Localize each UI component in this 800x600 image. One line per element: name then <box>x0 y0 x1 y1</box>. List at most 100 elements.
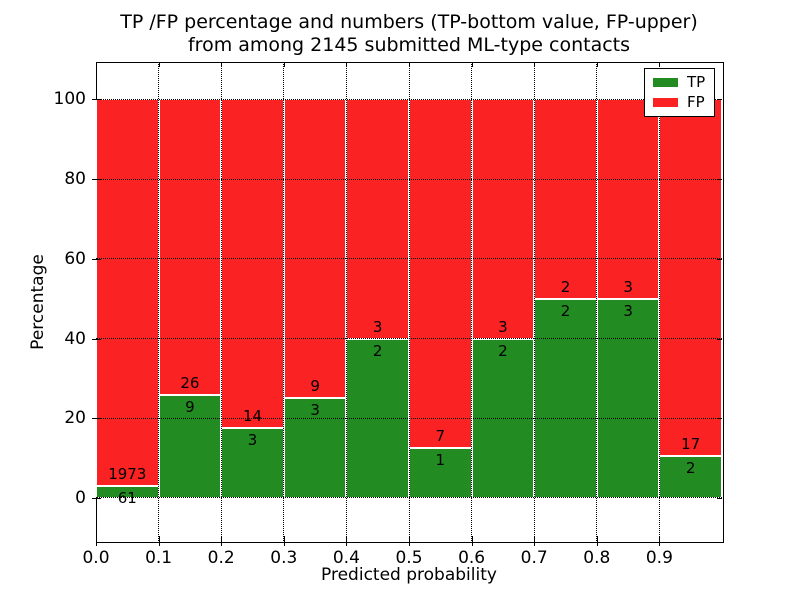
bar-count-label-tp: 9 <box>185 398 195 417</box>
x-tick-bottom <box>659 536 661 546</box>
bar-segment-tp <box>283 398 347 498</box>
gridline-x <box>471 62 473 541</box>
y-tick-right <box>717 338 722 340</box>
bar-count-label-fp: 17 <box>681 435 701 453</box>
x-axis-label: Predicted probability <box>321 565 497 585</box>
x-tick-bottom <box>346 536 348 546</box>
x-tick-top <box>534 62 536 67</box>
bar-segment-fp <box>283 99 347 399</box>
gridline-x <box>345 62 347 541</box>
bar-count-label-tp: 3 <box>623 301 633 320</box>
legend-label-fp: FP <box>687 93 705 111</box>
y-tick-right <box>717 258 722 260</box>
x-tick-label: 0.9 <box>645 548 673 568</box>
bar-count-label-fp: 3 <box>623 277 633 296</box>
bar-count-label-tp: 3 <box>247 430 258 449</box>
x-tick-label: 0.0 <box>82 548 110 568</box>
x-tick-top <box>96 62 97 67</box>
x-tick-bottom <box>596 536 598 546</box>
x-tick-label: 0.8 <box>583 548 611 568</box>
legend-swatch-fp <box>653 98 678 107</box>
bar-segment-fp <box>596 99 660 299</box>
legend-swatch-tp <box>653 78 678 87</box>
y-tick-left <box>92 99 101 101</box>
bar-count-label-fp: 3 <box>498 317 508 336</box>
x-tick-bottom <box>96 536 97 546</box>
bar-segment-tp <box>409 448 472 498</box>
x-tick-top <box>346 62 348 67</box>
gridline-y <box>96 417 722 419</box>
y-tick-label: 20 <box>64 408 86 429</box>
legend-box: TP FP <box>644 68 716 117</box>
bar-count-label-tp: 2 <box>560 301 571 320</box>
gridline-x <box>283 62 285 541</box>
bar-count-label-fp: 9 <box>310 377 320 396</box>
x-tick-top <box>471 62 473 67</box>
gridline-x <box>220 62 222 541</box>
gridline-y <box>96 338 722 340</box>
y-tick-label: 60 <box>64 248 86 269</box>
annotation-layer: 1973 61 26 9 14 3 9 3 3 2 7 1 3 2 2 2 3 3 17 2 0.0 0.1 0.2 0.3 0… <box>54 62 722 568</box>
x-tick-top <box>596 62 598 67</box>
gridline-y <box>96 258 722 260</box>
gridline-x <box>658 62 660 541</box>
bar-count-label-fp: 2 <box>560 277 571 296</box>
y-tick-left <box>92 258 101 260</box>
x-tick-top <box>409 62 410 67</box>
bar-segment-fp <box>471 99 535 339</box>
bar-count-label-tp: 3 <box>310 401 320 420</box>
x-tick-label: 0.1 <box>145 548 173 568</box>
gridline-y <box>96 178 722 180</box>
x-tick-label: 0.4 <box>332 548 360 568</box>
bar-count-label-fp: 1973 <box>108 465 147 483</box>
bar-segment-fp <box>221 99 284 428</box>
gridline-x <box>158 62 160 541</box>
y-tick-right <box>717 418 722 420</box>
legend-label-tp: TP <box>687 73 706 91</box>
bar-count-label-fp: 26 <box>180 374 200 393</box>
x-tick-top <box>158 62 160 67</box>
gridline-x <box>596 62 598 541</box>
x-tick-top <box>659 62 661 67</box>
bar-segment-tp <box>534 298 597 498</box>
x-tick-bottom <box>471 536 473 546</box>
y-tick-right <box>717 179 722 181</box>
gridline-x <box>408 62 410 541</box>
bar-count-label-tp: 2 <box>372 341 383 360</box>
gridline-y <box>96 98 722 100</box>
y-axis-label: Percentage <box>28 253 49 350</box>
gridline-x <box>533 62 535 541</box>
bar-segment-tp <box>659 456 722 498</box>
bar-count-label-fp: 14 <box>242 406 263 425</box>
x-tick-label: 0.7 <box>520 548 548 568</box>
x-tick-bottom <box>158 536 160 546</box>
y-tick-label: 80 <box>64 169 86 190</box>
bar-count-label-tp: 61 <box>117 489 137 507</box>
bar-count-label-tp: 1 <box>435 451 446 470</box>
x-tick-label: 0.2 <box>207 548 235 568</box>
gridline-y <box>96 497 722 499</box>
x-tick-bottom <box>534 536 536 546</box>
y-tick-right <box>717 497 722 499</box>
bar-count-label-tp: 2 <box>685 459 696 477</box>
bar-count-label-tp: 2 <box>498 341 508 360</box>
bar-count-label-fp: 3 <box>372 317 383 336</box>
x-tick-top <box>221 62 223 67</box>
x-tick-label: 0.5 <box>395 548 423 568</box>
grid-layer <box>92 62 722 546</box>
y-tick-left <box>92 497 101 499</box>
x-tick-label: 0.3 <box>270 548 298 568</box>
x-tick-bottom <box>221 536 223 546</box>
x-tick-label: 0.6 <box>458 548 486 568</box>
y-tick-left <box>92 338 101 340</box>
y-tick-right <box>717 99 722 101</box>
bar-segment-fp <box>96 99 159 486</box>
bar-segment-fp <box>534 99 597 299</box>
y-tick-left <box>92 179 101 181</box>
chart-title-line1: TP /FP percentage and numbers (TP-bottom… <box>120 11 698 33</box>
x-tick-bottom <box>409 536 410 546</box>
y-tick-label: 0 <box>75 487 86 508</box>
y-tick-label: 40 <box>64 328 86 349</box>
bar-segment-fp <box>659 99 722 456</box>
